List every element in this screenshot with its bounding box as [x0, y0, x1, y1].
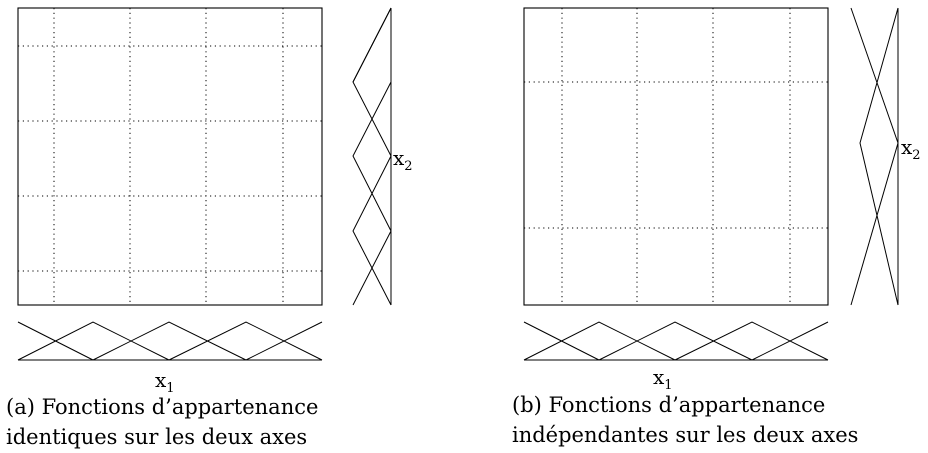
panel-a: x1 x2	[17, 7, 413, 396]
caption-a-line1: (a) Fonctions d’appartenance	[6, 395, 319, 419]
mf-triangle	[674, 321, 829, 361]
mf-triangle	[523, 321, 676, 361]
panel-b: x1 x2	[523, 7, 921, 393]
mf-triangle	[92, 321, 247, 361]
mf-triangle	[352, 230, 392, 306]
x1-axis-label-a: x1	[155, 368, 175, 396]
mf-triangle	[352, 7, 392, 157]
mf-triangle	[859, 7, 899, 306]
input-space-square-a	[17, 7, 323, 306]
mf-triangle	[352, 81, 392, 232]
x1-axis-label-b: x1	[653, 365, 673, 393]
x1-membership-functions-b	[523, 321, 829, 361]
x2-membership-functions-b	[850, 7, 899, 306]
caption-a-line2: identiques sur les deux axes	[6, 425, 308, 449]
caption-b-line2: indépendantes sur les deux axes	[512, 423, 859, 447]
mf-triangle	[850, 7, 899, 144]
x2-axis-label-b: x2	[901, 135, 921, 163]
x1-membership-functions-a	[17, 321, 323, 361]
caption-a: (a) Fonctions d’appartenance identiques …	[6, 392, 318, 452]
mf-triangle	[352, 155, 392, 306]
caption-b-line1: (b) Fonctions d’appartenance	[512, 393, 826, 417]
x2-axis-label-a: x2	[393, 146, 413, 174]
mf-triangle	[168, 321, 323, 361]
caption-b: (b) Fonctions d’appartenance indépendant…	[512, 390, 858, 450]
mf-triangle	[751, 321, 829, 361]
input-space-square-b	[523, 7, 829, 306]
mf-triangle	[850, 142, 899, 306]
x2-membership-functions-a	[352, 7, 392, 306]
mf-triangle	[17, 321, 170, 361]
mf-triangle	[598, 321, 753, 361]
mf-triangle	[245, 321, 323, 361]
